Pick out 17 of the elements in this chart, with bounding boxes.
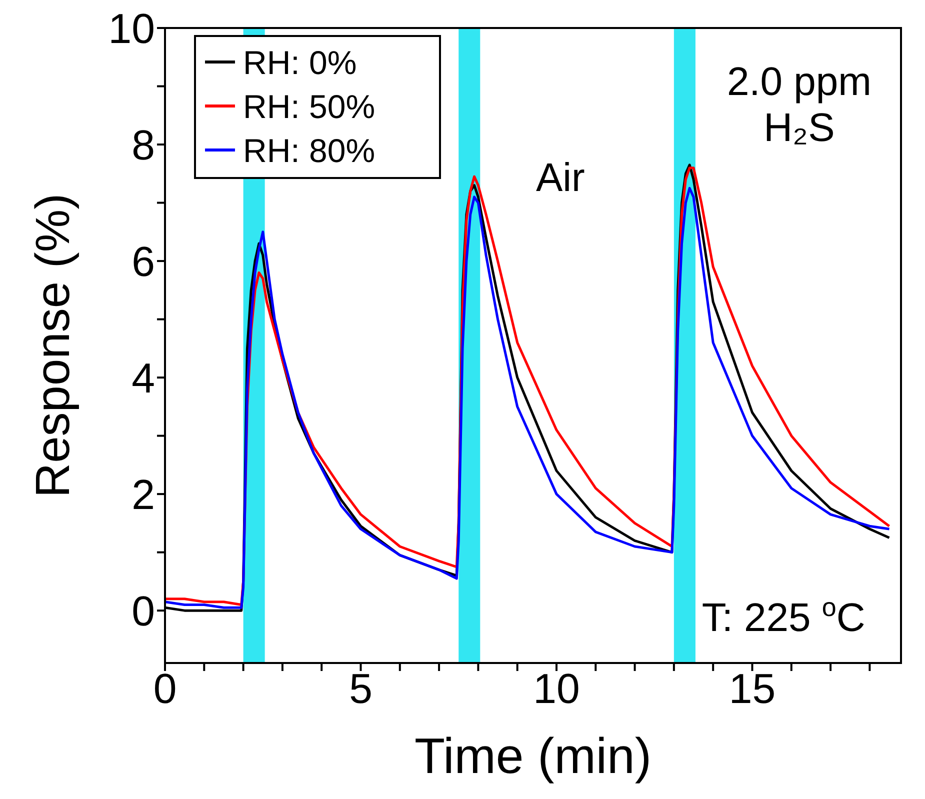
- legend-label: RH: 0%: [243, 44, 357, 81]
- y-tick-label: 4: [132, 354, 155, 402]
- x-tick-label: 15: [728, 664, 776, 712]
- y-tick-label: 6: [132, 238, 155, 285]
- y-axis-title: Response (%): [27, 193, 80, 498]
- legend-label: RH: 50%: [243, 88, 376, 125]
- y-tick-label: 0: [132, 587, 155, 634]
- y-tick-label: 2: [132, 470, 155, 518]
- x-tick-label: 10: [533, 664, 580, 712]
- annotation: 2.0 ppm H₂S: [726, 60, 872, 150]
- legend-label: RH: 80%: [243, 132, 376, 169]
- annotation: Air: [536, 156, 585, 200]
- x-tick-label: 5: [349, 664, 372, 712]
- y-tick-label: 10: [108, 4, 155, 52]
- x-axis-title: Time (min): [414, 728, 652, 784]
- annotation: T: 225 $^{o}$C: [702, 592, 866, 640]
- y-tick-label: 8: [132, 121, 155, 168]
